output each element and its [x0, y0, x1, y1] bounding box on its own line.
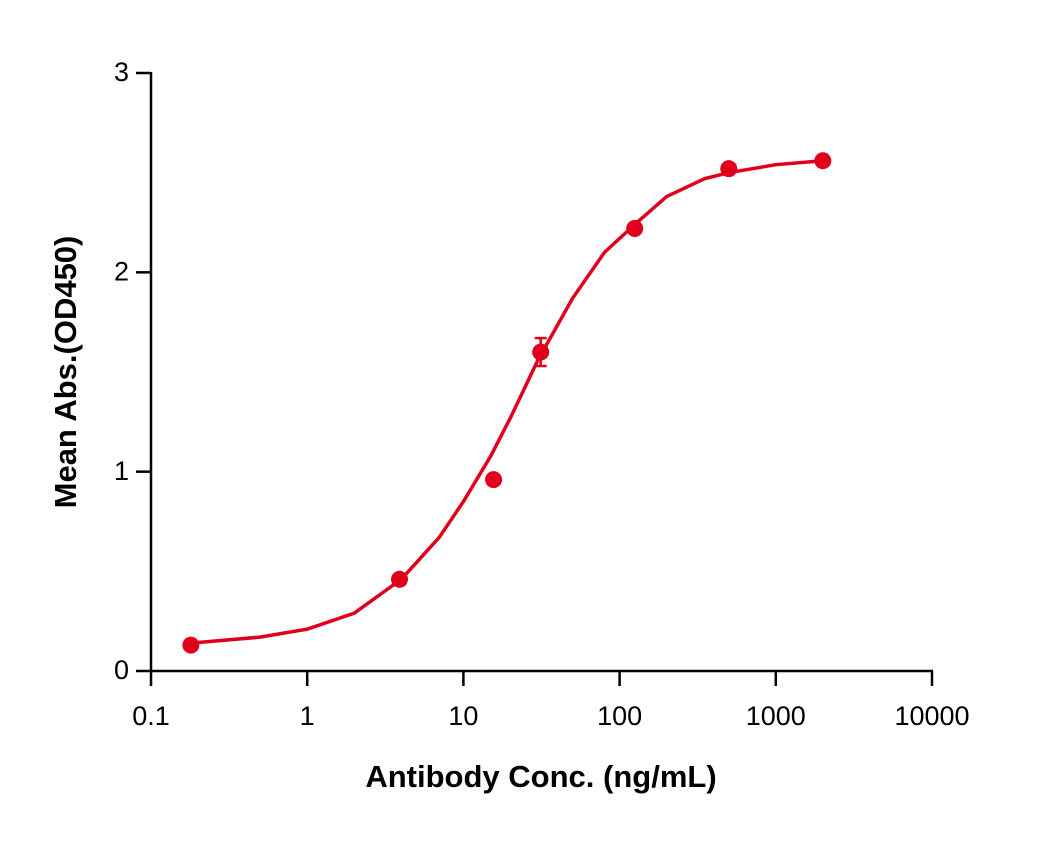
- y-tick-label: 1: [114, 456, 129, 486]
- data-point: [485, 471, 503, 489]
- data-point: [391, 570, 409, 588]
- x-tick-label: 100: [597, 701, 642, 731]
- y-axis-title: Mean Abs.(OD450): [48, 236, 83, 509]
- x-tick-label: 10: [448, 701, 478, 731]
- data-point: [626, 219, 644, 237]
- y-tick-label: 3: [114, 57, 129, 87]
- y-tick-label: 2: [114, 256, 129, 286]
- data-point: [182, 636, 200, 654]
- x-axis-title: Antibody Conc. (ng/mL): [365, 759, 716, 794]
- fit-curve: [190, 158, 823, 645]
- x-tick-label: 0.1: [132, 701, 170, 731]
- x-tick-label: 10000: [894, 701, 969, 731]
- y-tick-label: 0: [114, 655, 129, 685]
- data-point: [814, 152, 832, 170]
- data-point: [532, 343, 550, 361]
- data-point: [720, 160, 738, 178]
- x-tick-label: 1: [300, 701, 315, 731]
- x-tick-label: 1000: [746, 701, 806, 731]
